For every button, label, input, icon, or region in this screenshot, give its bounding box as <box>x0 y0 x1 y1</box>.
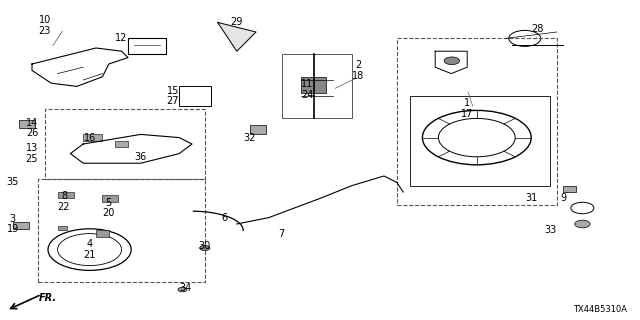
Bar <box>102 195 118 202</box>
Bar <box>83 134 102 141</box>
Circle shape <box>178 287 187 292</box>
Text: 33: 33 <box>544 225 557 236</box>
Bar <box>301 77 326 93</box>
Bar <box>179 86 211 106</box>
Circle shape <box>575 220 590 228</box>
Bar <box>58 226 67 230</box>
Text: 29: 29 <box>230 17 243 28</box>
Text: 3
19: 3 19 <box>6 214 19 234</box>
Text: 4
21: 4 21 <box>83 239 96 260</box>
Bar <box>38 179 205 282</box>
Text: 12: 12 <box>115 33 128 44</box>
Bar <box>58 192 74 198</box>
Bar <box>397 38 557 205</box>
Bar <box>250 125 266 134</box>
Text: 6: 6 <box>221 212 227 223</box>
Text: 28: 28 <box>531 24 544 34</box>
Text: 1
17: 1 17 <box>461 99 474 119</box>
Text: 32: 32 <box>243 132 256 143</box>
Text: 10
23: 10 23 <box>38 15 51 36</box>
Text: 35: 35 <box>6 177 19 188</box>
Circle shape <box>444 57 460 65</box>
Text: 2
18: 2 18 <box>352 60 365 81</box>
Text: 11
24: 11 24 <box>301 79 314 100</box>
Text: FR.: FR. <box>38 292 56 303</box>
Bar <box>13 222 29 229</box>
Bar <box>19 120 35 128</box>
Text: 13
25: 13 25 <box>26 143 38 164</box>
Bar <box>282 54 352 118</box>
Text: 9: 9 <box>560 193 566 204</box>
Bar <box>410 96 550 186</box>
Text: 14
26: 14 26 <box>26 118 38 139</box>
Polygon shape <box>218 22 256 51</box>
Bar <box>563 186 576 192</box>
Text: 36: 36 <box>134 152 147 162</box>
Text: 31: 31 <box>525 193 538 204</box>
Text: 34: 34 <box>179 283 192 293</box>
Circle shape <box>200 245 210 251</box>
Text: 30: 30 <box>198 241 211 252</box>
Text: 7: 7 <box>278 228 285 239</box>
Bar <box>115 141 128 147</box>
Text: 16: 16 <box>83 132 96 143</box>
Text: 8
22: 8 22 <box>58 191 70 212</box>
Text: 5
20: 5 20 <box>102 198 115 219</box>
Bar <box>96 230 109 237</box>
Text: 15
27: 15 27 <box>166 86 179 107</box>
Bar <box>45 109 205 179</box>
Text: TX44B5310A: TX44B5310A <box>573 305 627 314</box>
